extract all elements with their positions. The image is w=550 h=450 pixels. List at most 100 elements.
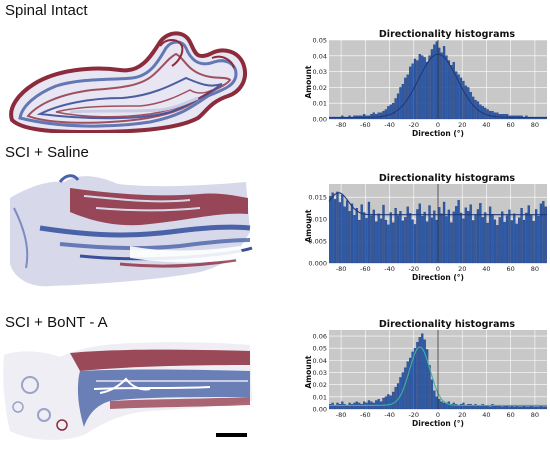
histogram-bar [348, 211, 351, 264]
histogram-bar [491, 403, 494, 410]
tissue-image-sci-saline [10, 174, 253, 287]
histogram-bar [481, 217, 484, 264]
histogram-bar [459, 212, 463, 264]
histogram-bar [474, 215, 477, 264]
histogram-bar [353, 215, 356, 264]
histogram-bar [404, 367, 407, 410]
x-tick-label: 20 [458, 265, 466, 273]
histogram-bar [525, 406, 528, 410]
y-tick-label: 0.04 [313, 357, 327, 365]
panel-label-spinal-intact: Spinal Intact [5, 2, 88, 19]
histogram-bar [343, 403, 346, 410]
histogram-bar [387, 106, 390, 120]
histogram-bar [430, 379, 434, 410]
y-tick-label: 0.02 [313, 381, 327, 389]
histogram-bar [498, 217, 501, 264]
histogram-bar [455, 71, 458, 120]
histogram-bar [355, 207, 358, 264]
histogram-bar [445, 216, 448, 264]
histogram-bar [367, 201, 371, 264]
histogram-bar [513, 213, 516, 264]
histogram-bar [375, 400, 378, 410]
histogram-bar [520, 207, 523, 264]
x-tick-label: 80 [531, 265, 539, 273]
histogram-bar [387, 394, 390, 410]
histogram-bar [486, 222, 489, 264]
histogram-bar [329, 196, 332, 264]
x-tick-label: -40 [384, 121, 395, 129]
histogram-bar [394, 98, 397, 120]
histogram-bar [455, 206, 458, 264]
histogram-bar [423, 57, 426, 120]
histogram-bar [452, 211, 455, 264]
x-axis-label: Direction (°) [412, 419, 464, 428]
histogram-bar [377, 399, 380, 410]
histogram-bar [382, 110, 385, 120]
histogram-bar [430, 217, 434, 264]
histogram-bar [399, 87, 402, 120]
histogram-bar [375, 221, 378, 264]
tissue-image-sci-bont-a [3, 342, 252, 440]
histogram-bar [525, 212, 528, 264]
histogram-bar [421, 333, 424, 410]
histogram-bar [362, 114, 366, 120]
histogram-bar [367, 400, 371, 410]
histogram-bar [440, 401, 443, 410]
histogram-bar [440, 213, 443, 264]
y-tick-label: 0.005 [308, 238, 327, 246]
histogram-bar [467, 403, 470, 410]
histogram-bar [471, 220, 475, 264]
histogram-bar [435, 219, 438, 264]
histogram-bar [522, 219, 526, 264]
histogram-bar [457, 200, 460, 264]
histogram-bar [329, 403, 332, 410]
histogram-bar [491, 110, 494, 120]
histogram-bar [428, 365, 431, 410]
histogram-bar [430, 49, 434, 120]
histogram-bar [455, 403, 458, 410]
y-tick-label: 0.01 [313, 393, 327, 401]
histogram-bar [365, 402, 368, 410]
histogram-bar [377, 112, 380, 120]
chart-title: Directionality histograms [379, 29, 515, 40]
y-tick-label: 0.01 [313, 100, 327, 108]
histogram-bar [360, 403, 363, 410]
histogram-bar [360, 204, 363, 264]
histogram-bar [462, 402, 465, 410]
histogram-bar [350, 403, 354, 410]
x-tick-label: -80 [336, 121, 347, 129]
histogram-bar [459, 403, 463, 410]
histogram-bar [527, 406, 530, 410]
histogram-bar [389, 395, 392, 410]
histogram-bar [488, 406, 492, 410]
histogram-bar [421, 215, 424, 264]
directionality-chart-spinal-intact: Directionality histograms 0.00 0.01 0.02 0.… [304, 29, 547, 138]
histogram-bar [418, 54, 421, 120]
histogram-bar [452, 402, 455, 410]
histogram-bar [503, 114, 506, 120]
scale-bar [216, 433, 247, 437]
histogram-bar [450, 403, 453, 410]
histogram-bar [370, 114, 373, 120]
histogram-bar [416, 60, 419, 120]
x-tick-label: -40 [384, 411, 395, 419]
histogram-bar [406, 361, 409, 410]
histogram-bar [481, 403, 484, 410]
histogram-bar [464, 207, 467, 264]
histogram-bar [377, 213, 380, 264]
histogram-bar [428, 205, 431, 264]
histogram-bar [384, 109, 388, 120]
histogram-bar [457, 405, 460, 410]
histogram-bar [542, 200, 545, 264]
tissue-image-spinal-intact [9, 31, 247, 133]
x-tick-label: 0 [436, 121, 440, 129]
histogram-bar [372, 112, 375, 120]
histogram-bar [496, 112, 499, 120]
histogram-bar [471, 96, 475, 120]
histogram-bar [341, 194, 344, 264]
x-axis-label: Direction (°) [412, 129, 464, 138]
histogram-bar [518, 217, 521, 264]
histogram-bar [379, 112, 383, 120]
histogram-bar [423, 339, 426, 410]
histogram-bar [433, 210, 436, 264]
